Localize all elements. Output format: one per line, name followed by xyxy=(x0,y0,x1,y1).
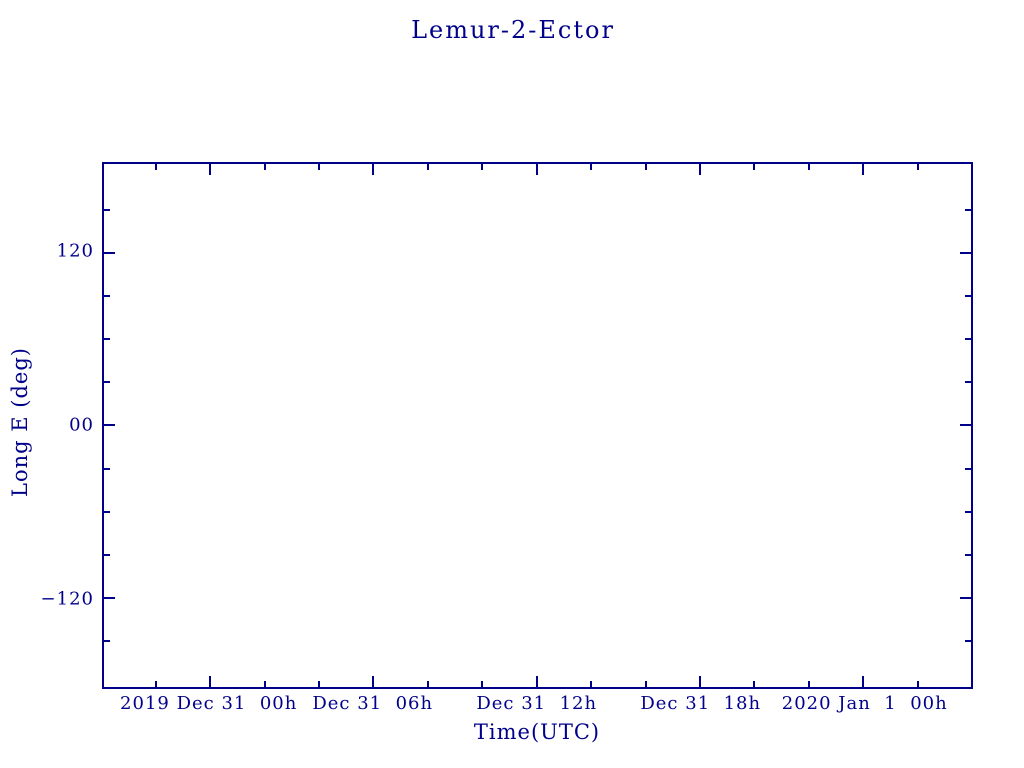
x-major-tick xyxy=(862,676,865,687)
x-axis-title: Time(UTC) xyxy=(473,720,601,744)
x-minor-tick xyxy=(426,164,429,170)
x-minor-tick xyxy=(644,164,647,170)
y-minor-tick xyxy=(104,467,110,470)
y-axis-title: Long E (deg) xyxy=(8,347,32,497)
y-minor-tick xyxy=(104,208,110,211)
y-minor-tick xyxy=(104,294,110,297)
y-minor-tick xyxy=(104,553,110,556)
plot-area xyxy=(102,162,973,689)
x-tick-label: Dec 31 18h xyxy=(640,693,762,714)
y-minor-tick xyxy=(965,467,971,470)
y-minor-tick xyxy=(104,338,110,341)
y-minor-tick xyxy=(965,381,971,384)
x-minor-tick xyxy=(590,681,593,687)
x-major-tick xyxy=(535,676,538,687)
x-minor-tick xyxy=(426,681,429,687)
x-tick-label: 2020 Jan 1 00h xyxy=(781,693,948,714)
x-major-tick xyxy=(372,676,375,687)
x-major-tick xyxy=(862,164,865,175)
y-minor-tick xyxy=(965,294,971,297)
x-minor-tick xyxy=(263,164,266,170)
y-major-tick xyxy=(104,424,115,427)
y-tick-label: 00 xyxy=(69,414,94,436)
y-minor-tick xyxy=(965,208,971,211)
x-major-tick xyxy=(698,676,701,687)
y-tick-label: 120 xyxy=(56,240,94,262)
x-tick-label: Dec 31 06h xyxy=(312,693,434,714)
y-major-tick xyxy=(104,251,115,254)
x-minor-tick xyxy=(916,164,919,170)
y-minor-tick xyxy=(104,381,110,384)
x-major-tick xyxy=(372,164,375,175)
y-minor-tick xyxy=(104,640,110,643)
y-major-tick xyxy=(960,597,971,600)
x-minor-tick xyxy=(916,681,919,687)
x-tick-label: 2019 Dec 31 00h xyxy=(120,693,298,714)
x-major-tick xyxy=(535,164,538,175)
x-minor-tick xyxy=(318,681,321,687)
x-minor-tick xyxy=(590,164,593,170)
x-minor-tick xyxy=(318,164,321,170)
x-minor-tick xyxy=(807,164,810,170)
chart-title: Lemur-2-Ector xyxy=(411,16,615,44)
y-major-tick xyxy=(104,597,115,600)
x-minor-tick xyxy=(644,681,647,687)
x-minor-tick xyxy=(154,164,157,170)
x-minor-tick xyxy=(753,681,756,687)
x-major-tick xyxy=(209,676,212,687)
y-minor-tick xyxy=(965,510,971,513)
y-minor-tick xyxy=(965,553,971,556)
x-minor-tick xyxy=(807,681,810,687)
y-major-tick xyxy=(960,424,971,427)
y-tick-label: −120 xyxy=(40,588,94,610)
x-minor-tick xyxy=(753,164,756,170)
x-major-tick xyxy=(698,164,701,175)
y-major-tick xyxy=(960,251,971,254)
x-minor-tick xyxy=(263,681,266,687)
y-minor-tick xyxy=(965,640,971,643)
y-minor-tick xyxy=(104,510,110,513)
x-minor-tick xyxy=(481,164,484,170)
x-minor-tick xyxy=(481,681,484,687)
x-minor-tick xyxy=(154,681,157,687)
y-minor-tick xyxy=(965,338,971,341)
x-major-tick xyxy=(209,164,212,175)
x-tick-label: Dec 31 12h xyxy=(476,693,598,714)
